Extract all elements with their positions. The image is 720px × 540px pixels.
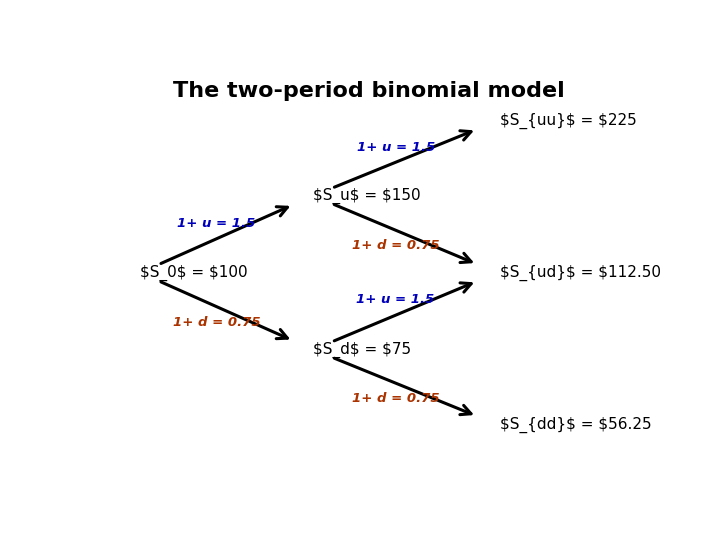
Text: $S_0$ = $100: $S_0$ = $100 (140, 265, 248, 281)
Text: 1+ d = 0.75: 1+ d = 0.75 (352, 392, 439, 405)
Text: $S_{uu}$ = $225: $S_{uu}$ = $225 (500, 113, 637, 129)
Text: $S_u$ = $150: $S_u$ = $150 (313, 188, 420, 204)
Text: 1+ d = 0.75: 1+ d = 0.75 (352, 239, 439, 252)
Text: $S_{dd}$ = $56.25: $S_{dd}$ = $56.25 (500, 416, 652, 433)
Text: 1+ u = 1.5: 1+ u = 1.5 (356, 140, 435, 153)
Text: 1+ u = 1.5: 1+ u = 1.5 (356, 293, 435, 307)
Text: 1+ u = 1.5: 1+ u = 1.5 (177, 217, 256, 230)
Text: $S_d$ = $75: $S_d$ = $75 (313, 341, 411, 357)
Text: The two-period binomial model: The two-period binomial model (173, 82, 565, 102)
Text: $S_{ud}$ = $112.50: $S_{ud}$ = $112.50 (500, 265, 661, 281)
Text: 1+ d = 0.75: 1+ d = 0.75 (173, 316, 261, 329)
